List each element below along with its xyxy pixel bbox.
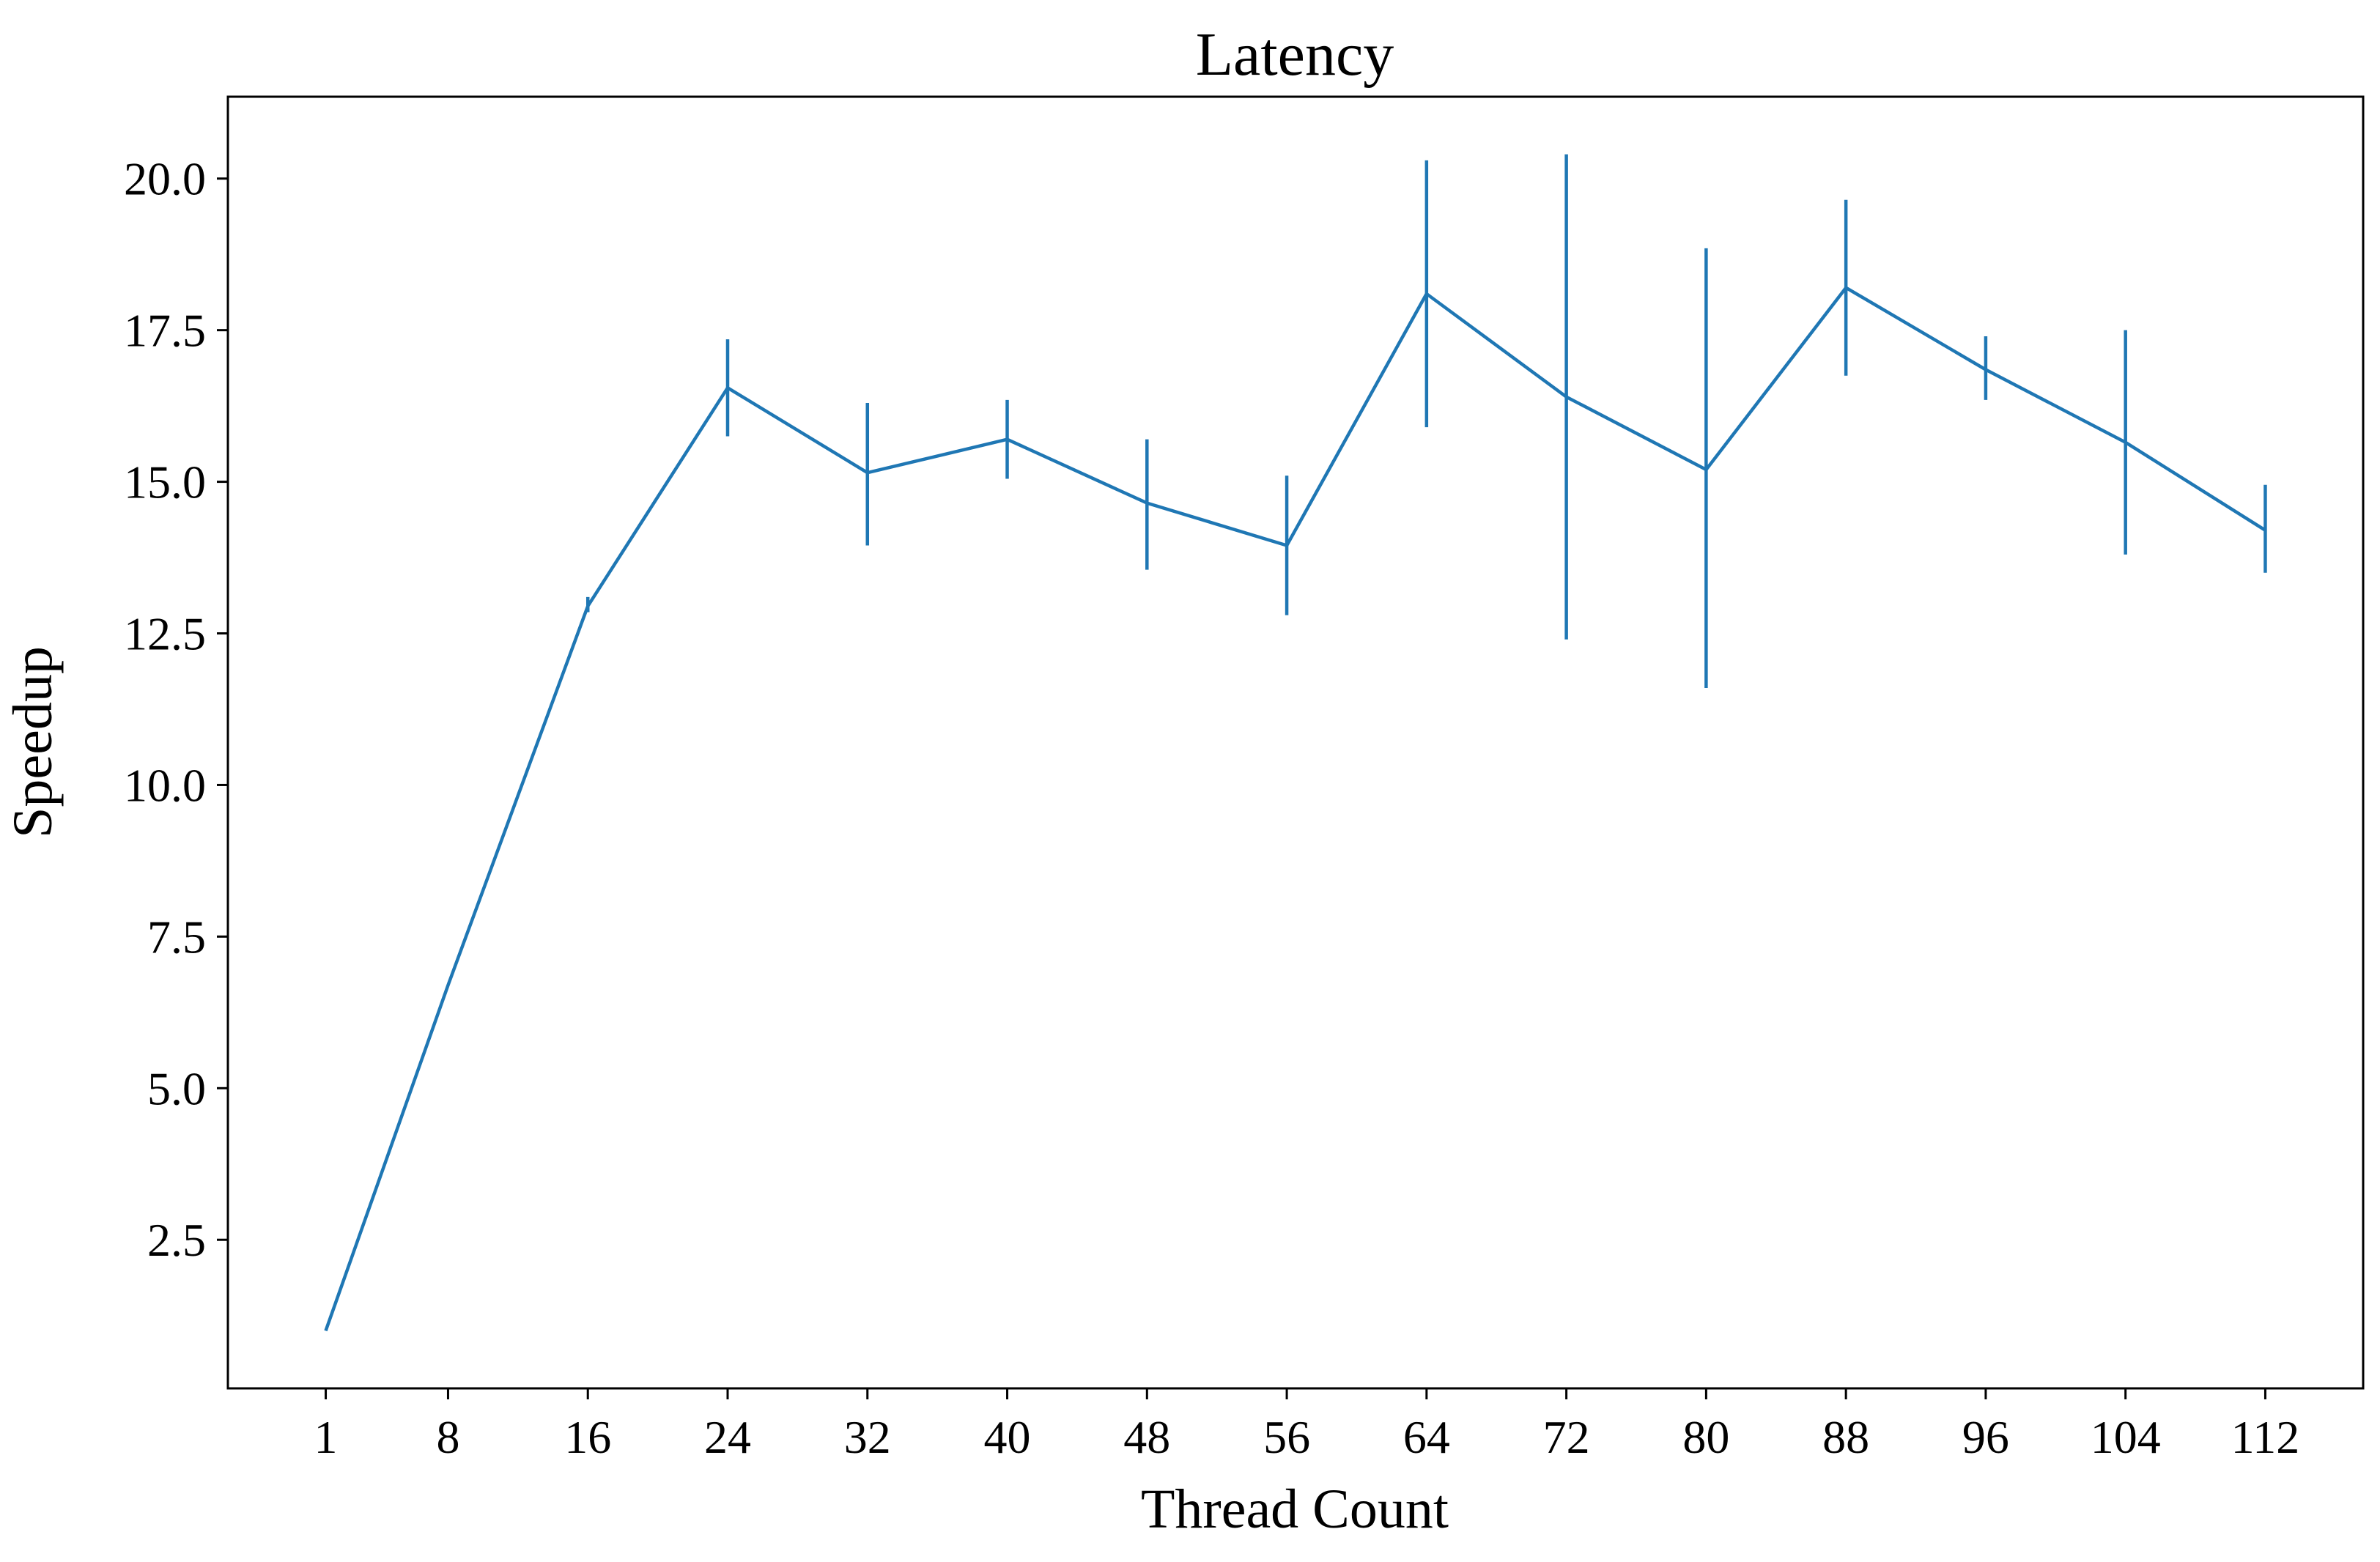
x-axis: 1 8 16 24 32 40 48 56 64 72 80 88 96 104 112	[314, 1388, 2300, 1463]
plot-area	[324, 154, 2267, 1332]
x-tick-label: 40	[984, 1411, 1031, 1463]
x-tick-label: 48	[1123, 1411, 1170, 1463]
y-axis: 2.5 5.0 7.5 10.0 12.5 15.0 17.5 20.0	[124, 153, 228, 1266]
y-axis-label: Speedup	[2, 646, 64, 838]
x-tick-label: 56	[1263, 1411, 1310, 1463]
y-tick-label: 7.5	[147, 911, 206, 963]
x-tick-label: 112	[2231, 1411, 2300, 1463]
x-tick-label: 88	[1822, 1411, 1869, 1463]
x-tick-label: 72	[1543, 1411, 1590, 1463]
y-tick-label: 20.0	[124, 153, 206, 205]
x-tick-label: 80	[1682, 1411, 1729, 1463]
x-tick-label: 104	[2091, 1411, 2161, 1463]
y-tick-label: 17.5	[124, 305, 206, 357]
y-tick-label: 12.5	[124, 608, 206, 660]
x-tick-label: 1	[314, 1411, 338, 1463]
x-tick-label: 8	[436, 1411, 459, 1463]
x-tick-label: 64	[1403, 1411, 1450, 1463]
plot-frame	[226, 95, 2365, 1390]
y-tick-label: 10.0	[124, 759, 206, 811]
x-axis-label: Thread Count	[1141, 1478, 1449, 1540]
x-tick-label: 24	[704, 1411, 751, 1463]
y-tick-label: 5.0	[147, 1062, 206, 1114]
chart-title: Latency	[1196, 21, 1394, 89]
y-tick-label: 15.0	[124, 456, 206, 508]
x-tick-label: 16	[564, 1411, 611, 1463]
y-tick-label: 2.5	[147, 1214, 206, 1266]
x-tick-label: 96	[1962, 1411, 2009, 1463]
x-tick-label: 32	[844, 1411, 891, 1463]
